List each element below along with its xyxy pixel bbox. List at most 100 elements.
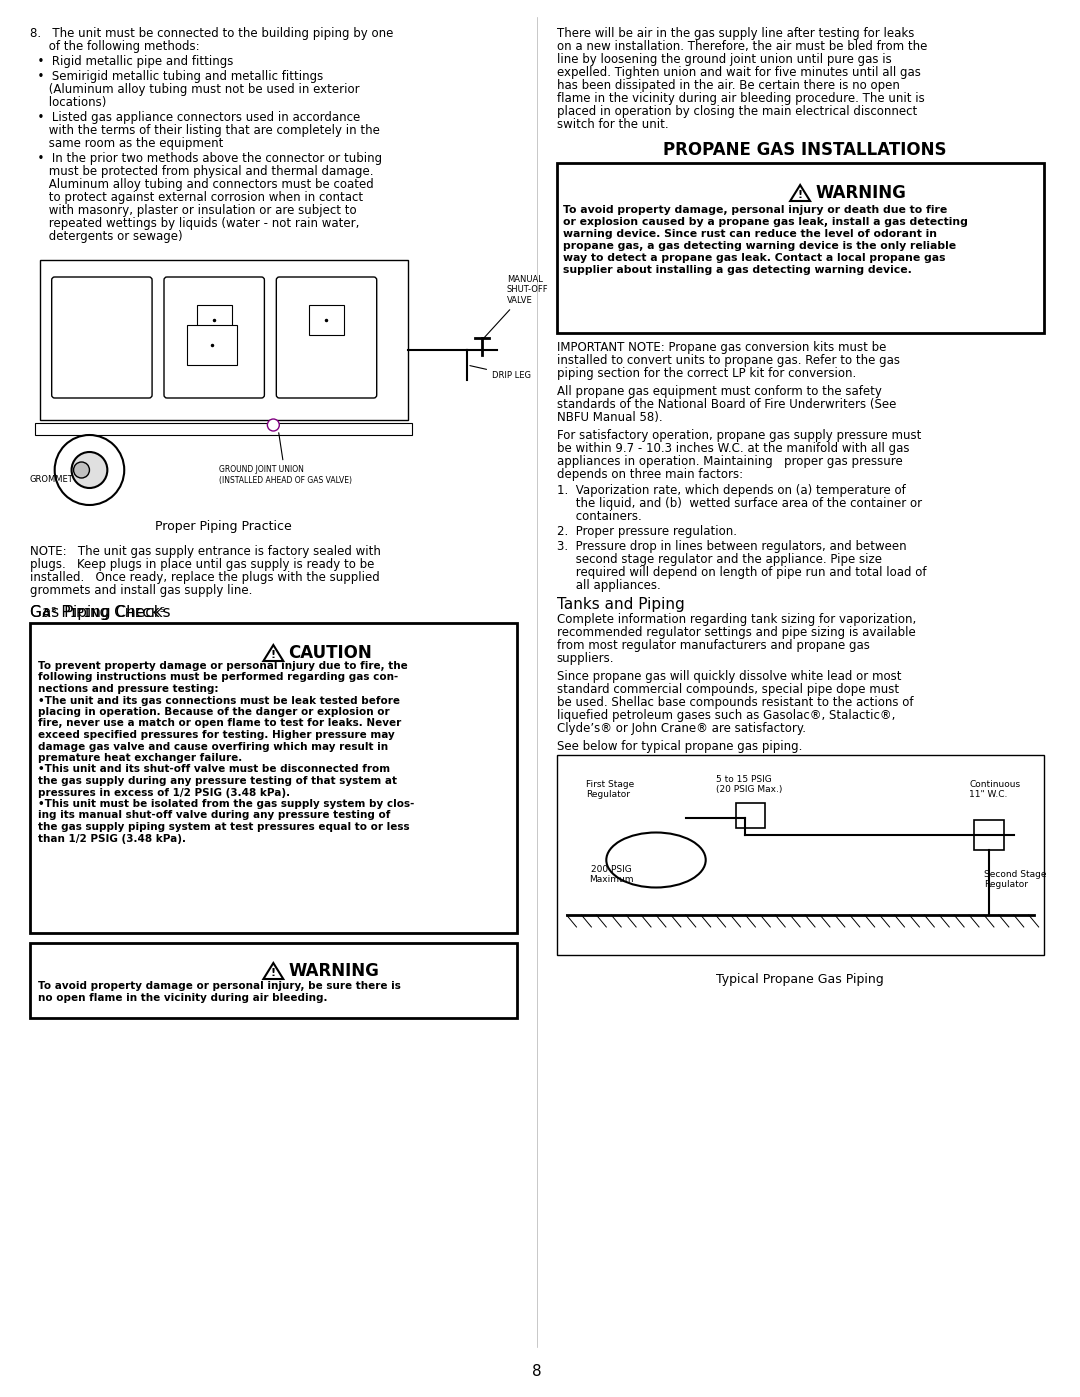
Text: 200 PSIG
Maximum: 200 PSIG Maximum xyxy=(589,865,634,884)
Text: recommended regulator settings and pipe sizing is available: recommended regulator settings and pipe … xyxy=(556,626,916,638)
Text: fire, never use a match or open flame to test for leaks. Never: fire, never use a match or open flame to… xyxy=(38,718,401,728)
Text: Typical Propane Gas Piping: Typical Propane Gas Piping xyxy=(716,972,885,986)
Text: •  Rigid metallic pipe and fittings: • Rigid metallic pipe and fittings xyxy=(30,54,233,68)
Circle shape xyxy=(55,434,124,504)
Text: must be protected from physical and thermal damage.: must be protected from physical and ther… xyxy=(30,165,374,177)
Text: •  Listed gas appliance connectors used in accordance: • Listed gas appliance connectors used i… xyxy=(30,110,360,124)
Text: second stage regulator and the appliance. Pipe size: second stage regulator and the appliance… xyxy=(556,553,881,566)
Bar xyxy=(30,943,517,1018)
Bar xyxy=(197,305,231,335)
Text: IMPORTANT NOTE: Propane gas conversion kits must be: IMPORTANT NOTE: Propane gas conversion k… xyxy=(556,341,886,353)
Text: placed in operation by closing the main electrical disconnect: placed in operation by closing the main … xyxy=(556,105,917,117)
Text: Clyde’s® or John Crane® are satisfactory.: Clyde’s® or John Crane® are satisfactory… xyxy=(556,722,806,735)
Text: standard commercial compounds, special pipe dope must: standard commercial compounds, special p… xyxy=(556,683,899,696)
Text: flame in the vicinity during air bleeding procedure. The unit is: flame in the vicinity during air bleedin… xyxy=(556,92,924,105)
FancyBboxPatch shape xyxy=(164,277,265,398)
Bar xyxy=(556,163,1043,332)
Text: DRIP LEG: DRIP LEG xyxy=(470,366,531,380)
Polygon shape xyxy=(264,963,283,979)
Text: MANUAL
SHUT-OFF
VALVE: MANUAL SHUT-OFF VALVE xyxy=(484,275,549,338)
Text: the gas supply piping system at test pressures equal to or less: the gas supply piping system at test pre… xyxy=(38,821,409,833)
Text: be used. Shellac base compounds resistant to the actions of: be used. Shellac base compounds resistan… xyxy=(556,696,913,710)
Text: 3.  Pressure drop in lines between regulators, and between: 3. Pressure drop in lines between regula… xyxy=(556,541,906,553)
Text: To avoid property damage or personal injury, be sure there is: To avoid property damage or personal inj… xyxy=(38,981,401,990)
Text: pressures in excess of 1/2 PSIG (3.48 kPa).: pressures in excess of 1/2 PSIG (3.48 kP… xyxy=(38,788,289,798)
Text: !: ! xyxy=(271,650,275,659)
Text: detergents or sewage): detergents or sewage) xyxy=(30,231,183,243)
Text: supplier about installing a gas detecting warning device.: supplier about installing a gas detectin… xyxy=(563,265,912,275)
Text: following instructions must be performed regarding gas con-: following instructions must be performed… xyxy=(38,672,399,683)
Text: 1.  Vaporization rate, which depends on (a) temperature of: 1. Vaporization rate, which depends on (… xyxy=(556,483,905,497)
Text: damage gas valve and cause overfiring which may result in: damage gas valve and cause overfiring wh… xyxy=(38,742,388,752)
Text: grommets and install gas supply line.: grommets and install gas supply line. xyxy=(30,584,253,597)
Text: installed to convert units to propane gas. Refer to the gas: installed to convert units to propane ga… xyxy=(556,353,900,367)
Text: •  In the prior two methods above the connector or tubing: • In the prior two methods above the con… xyxy=(30,152,382,165)
Text: no open flame in the vicinity during air bleeding.: no open flame in the vicinity during air… xyxy=(38,993,327,1003)
Text: to protect against external corrosion when in contact: to protect against external corrosion wh… xyxy=(30,191,363,204)
Bar xyxy=(40,260,407,420)
Text: repeated wettings by liquids (water - not rain water,: repeated wettings by liquids (water - no… xyxy=(30,217,360,231)
Ellipse shape xyxy=(606,833,705,887)
Text: !: ! xyxy=(271,968,275,978)
Text: with the terms of their listing that are completely in the: with the terms of their listing that are… xyxy=(30,124,380,137)
Text: PROPANE GAS INSTALLATIONS: PROPANE GAS INSTALLATIONS xyxy=(663,141,947,159)
Text: For satisfactory operation, propane gas supply pressure must: For satisfactory operation, propane gas … xyxy=(556,429,921,441)
Text: switch for the unit.: switch for the unit. xyxy=(556,117,669,131)
Text: See below for typical propane gas piping.: See below for typical propane gas piping… xyxy=(556,740,802,753)
Text: premature heat exchanger failure.: premature heat exchanger failure. xyxy=(38,753,242,763)
Text: all appliances.: all appliances. xyxy=(556,578,660,592)
Text: the liquid, and (b)  wetted surface area of the container or: the liquid, and (b) wetted surface area … xyxy=(556,497,921,510)
Text: or explosion caused by a propane gas leak, install a gas detecting: or explosion caused by a propane gas lea… xyxy=(563,217,968,226)
Text: GROMMET: GROMMET xyxy=(30,469,73,485)
Text: of the following methods:: of the following methods: xyxy=(30,41,200,53)
Text: To avoid property damage, personal injury or death due to fire: To avoid property damage, personal injur… xyxy=(563,205,947,215)
Text: Gᴀˢ Pɪᴘɪɴɡ Cʜᴇᴄᴋˢ: Gᴀˢ Pɪᴘɪɴɡ Cʜᴇᴄᴋˢ xyxy=(30,605,165,620)
Text: installed.   Once ready, replace the plugs with the supplied: installed. Once ready, replace the plugs… xyxy=(30,571,379,584)
Text: ing its manual shut-off valve during any pressure testing of: ing its manual shut-off valve during any… xyxy=(38,810,390,820)
Text: containers.: containers. xyxy=(556,510,642,522)
Bar xyxy=(309,305,343,335)
Text: liquefied petroleum gases such as Gasolac®, Stalactic®,: liquefied petroleum gases such as Gasola… xyxy=(556,710,895,722)
Text: propane gas, a gas detecting warning device is the only reliable: propane gas, a gas detecting warning dev… xyxy=(563,242,956,251)
Text: depends on three main factors:: depends on three main factors: xyxy=(556,468,743,481)
Text: First Stage
Regulator: First Stage Regulator xyxy=(586,780,635,799)
Polygon shape xyxy=(264,645,283,661)
Text: suppliers.: suppliers. xyxy=(556,652,615,665)
Bar xyxy=(187,326,237,365)
Text: 8.   The unit must be connected to the building piping by one: 8. The unit must be connected to the bui… xyxy=(30,27,393,41)
Text: than 1/2 PSIG (3.48 kPa).: than 1/2 PSIG (3.48 kPa). xyxy=(38,834,186,844)
Text: Second Stage
Regulator: Second Stage Regulator xyxy=(984,870,1047,890)
Text: •  Semirigid metallic tubing and metallic fittings: • Semirigid metallic tubing and metallic… xyxy=(30,70,323,82)
Circle shape xyxy=(268,419,280,432)
Text: piping section for the correct LP kit for conversion.: piping section for the correct LP kit fo… xyxy=(556,367,855,380)
Text: 2.  Proper pressure regulation.: 2. Proper pressure regulation. xyxy=(556,525,737,538)
FancyBboxPatch shape xyxy=(52,277,152,398)
Text: NOTE:   The unit gas supply entrance is factory sealed with: NOTE: The unit gas supply entrance is fa… xyxy=(30,545,380,557)
Text: appliances in operation. Maintaining   proper gas pressure: appliances in operation. Maintaining pro… xyxy=(556,455,903,468)
Text: warning device. Since rust can reduce the level of odorant in: warning device. Since rust can reduce th… xyxy=(563,229,936,239)
Text: locations): locations) xyxy=(30,96,106,109)
Text: Gas Piping Checks: Gas Piping Checks xyxy=(30,605,171,620)
Text: be within 9.7 - 10.3 inches W.C. at the manifold with all gas: be within 9.7 - 10.3 inches W.C. at the … xyxy=(556,441,909,455)
Text: expelled. Tighten union and wait for five minutes until all gas: expelled. Tighten union and wait for fiv… xyxy=(556,66,920,80)
Text: has been dissipated in the air. Be certain there is no open: has been dissipated in the air. Be certa… xyxy=(556,80,900,92)
Text: WARNING: WARNING xyxy=(815,184,906,203)
Text: All propane gas equipment must conform to the safety: All propane gas equipment must conform t… xyxy=(556,386,881,398)
Text: GROUND JOINT UNION
(INSTALLED AHEAD OF GAS VALVE): GROUND JOINT UNION (INSTALLED AHEAD OF G… xyxy=(218,433,352,485)
Text: !: ! xyxy=(797,190,802,200)
Text: required will depend on length of pipe run and total load of: required will depend on length of pipe r… xyxy=(556,566,927,578)
Bar xyxy=(35,423,413,434)
Text: same room as the equipment: same room as the equipment xyxy=(30,137,224,149)
Text: with masonry, plaster or insulation or are subject to: with masonry, plaster or insulation or a… xyxy=(30,204,356,217)
Text: Continuous
11" W.C.: Continuous 11" W.C. xyxy=(969,780,1021,799)
Text: plugs.   Keep plugs in place until gas supply is ready to be: plugs. Keep plugs in place until gas sup… xyxy=(30,557,374,571)
Text: •This unit and its shut-off valve must be disconnected from: •This unit and its shut-off valve must b… xyxy=(38,764,390,774)
Text: nections and pressure testing:: nections and pressure testing: xyxy=(38,685,218,694)
Text: the gas supply during any pressure testing of that system at: the gas supply during any pressure testi… xyxy=(38,775,396,787)
Text: There will be air in the gas supply line after testing for leaks: There will be air in the gas supply line… xyxy=(556,27,914,41)
Bar xyxy=(556,754,1043,956)
Text: 8: 8 xyxy=(532,1365,541,1379)
Text: WARNING: WARNING xyxy=(288,963,379,981)
Text: •The unit and its gas connections must be leak tested before: •The unit and its gas connections must b… xyxy=(38,696,400,705)
Circle shape xyxy=(71,453,107,488)
